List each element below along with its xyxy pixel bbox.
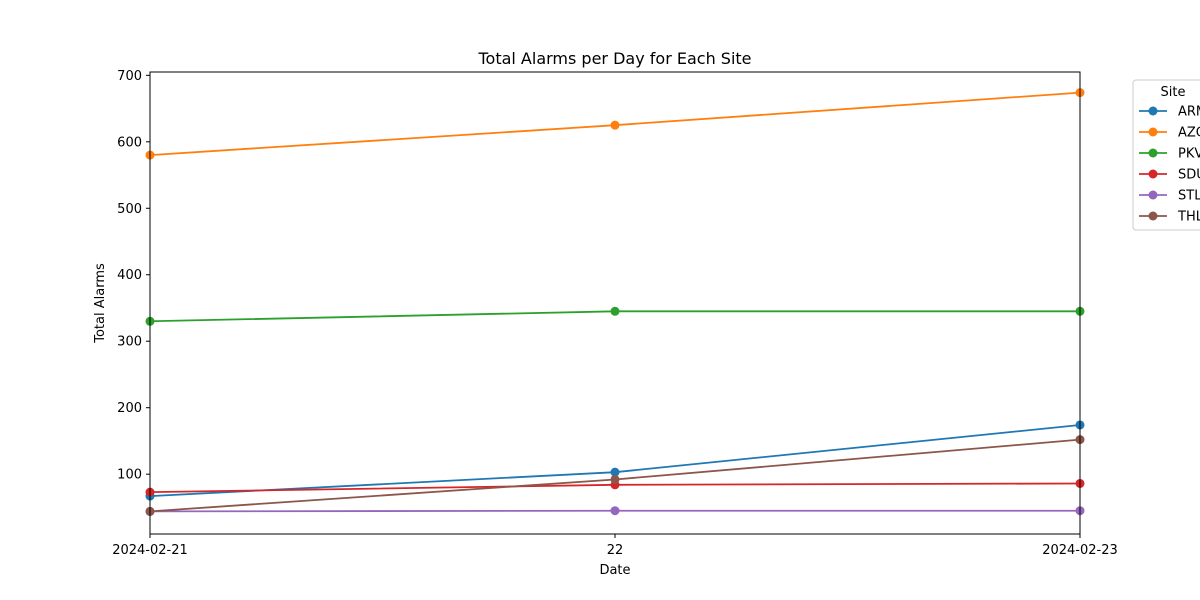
data-point (610, 467, 620, 477)
legend-item-azo: AZO (1139, 126, 1200, 141)
legend-item-pkv: PKV (1139, 147, 1200, 162)
chart-title: Total Alarms per Day for Each Site (477, 49, 751, 68)
y-axis-label: Total Alarms (93, 263, 108, 344)
x-tick-label: 2024-02-21 (112, 543, 188, 558)
legend-marker (1148, 148, 1158, 158)
legend-label: STL (1178, 189, 1200, 204)
x-tick-label: 2024-02-23 (1042, 543, 1118, 558)
series-layer (145, 88, 1085, 516)
legend-item-sdu: SDU (1139, 168, 1200, 183)
series-pkv (145, 306, 1085, 326)
data-point (610, 506, 620, 516)
legend-marker (1148, 127, 1158, 137)
data-point (610, 120, 620, 130)
x-axis: 2024-02-21 22 2024-02-23 (112, 534, 1118, 558)
x-tick-label: 22 (607, 543, 624, 558)
legend-marker (1148, 169, 1158, 179)
data-point (610, 306, 620, 316)
series-thl (145, 435, 1085, 516)
legend-label: SDU (1178, 168, 1200, 183)
legend: Site ARM AZO PKV SDU STL THL (1132, 79, 1200, 231)
data-point (610, 474, 620, 484)
y-axis: 100 200 300 400 500 600 700 (117, 69, 150, 483)
legend-label: THL (1177, 210, 1200, 225)
x-axis-label: Date (599, 563, 630, 578)
legend-marker (1148, 106, 1158, 116)
y-tick-label: 100 (117, 468, 142, 483)
legend-item-arm: ARM (1139, 105, 1200, 120)
legend-item-thl: THL (1139, 210, 1200, 225)
legend-label: PKV (1178, 147, 1200, 162)
y-tick-label: 600 (117, 135, 142, 150)
plot-frame (149, 71, 1081, 535)
series-stl (145, 506, 1085, 516)
legend-marker (1148, 190, 1158, 200)
legend-label: ARM (1178, 105, 1200, 120)
legend-item-stl: STL (1139, 189, 1200, 204)
legend-label: AZO (1178, 126, 1200, 141)
y-tick-label: 300 (117, 335, 142, 350)
legend-marker (1148, 211, 1158, 221)
series-azo (145, 88, 1085, 160)
y-tick-label: 700 (117, 69, 142, 84)
y-tick-label: 200 (117, 401, 142, 416)
legend-title: Site (1161, 85, 1186, 100)
y-tick-label: 500 (117, 202, 142, 217)
y-tick-label: 400 (117, 268, 142, 283)
legend-items: ARM AZO PKV SDU STL THL (1139, 105, 1200, 225)
